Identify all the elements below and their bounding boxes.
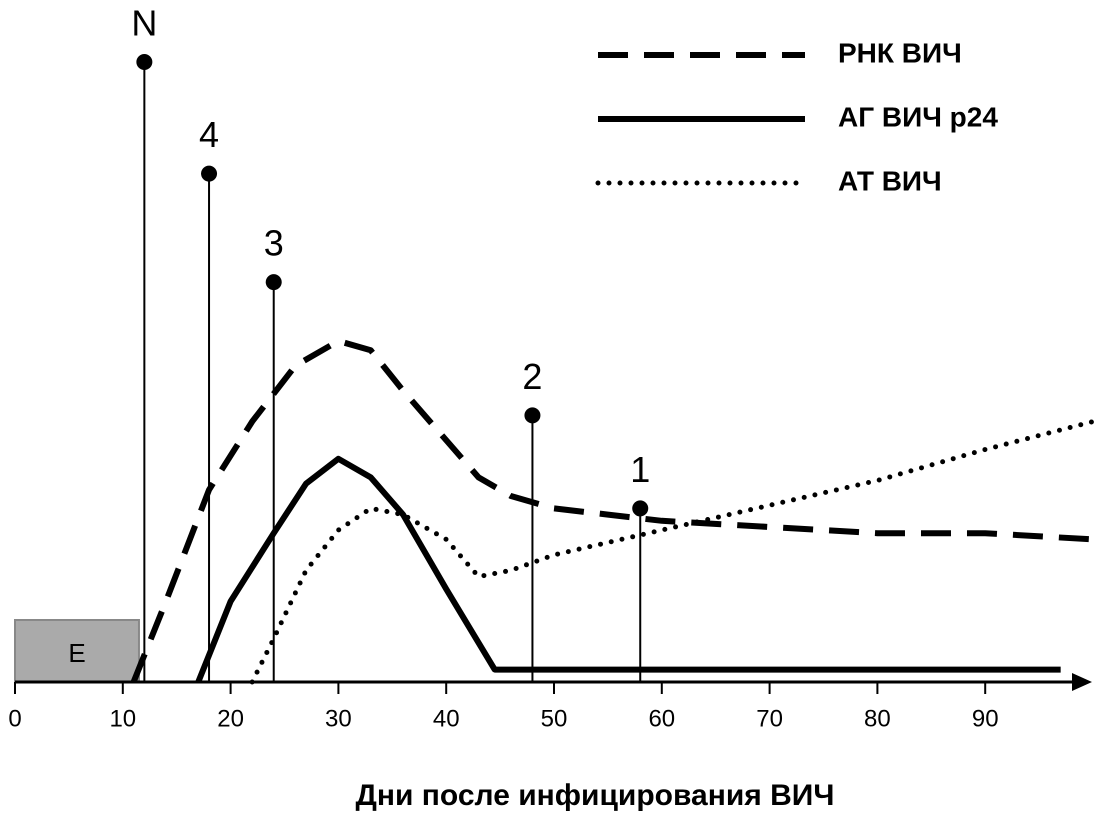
legend-label: АГ ВИЧ p24 (838, 101, 998, 132)
series-line (195, 455, 1061, 684)
marker-label: 3 (264, 223, 284, 264)
marker-dot (136, 54, 153, 70)
marker-dot (524, 407, 541, 424)
x-tick-label: 70 (756, 705, 783, 732)
marker-dot (632, 500, 649, 517)
x-tick-label: 0 (8, 705, 21, 732)
marker-label: 4 (199, 114, 219, 155)
marker-dot (201, 165, 218, 182)
eclipse-box (14, 619, 140, 683)
marker-label: 1 (630, 449, 650, 490)
legend-label: АТ ВИЧ (838, 165, 942, 196)
x-tick-label: 80 (864, 705, 891, 732)
legend-label: РНК ВИЧ (838, 37, 962, 68)
x-axis-label: Дни после инфицирования ВИЧ (356, 779, 835, 812)
eclipse-label: E (68, 638, 85, 668)
x-tick-label: 40 (433, 705, 460, 732)
x-tick-label: 20 (217, 705, 244, 732)
x-axis-arrow (1072, 673, 1092, 691)
series-line (130, 338, 1094, 684)
x-tick-label: 60 (648, 705, 675, 732)
marker-label: N (131, 3, 157, 44)
marker-dot (265, 274, 282, 291)
x-tick-label: 90 (972, 705, 999, 732)
x-tick-label: 50 (541, 705, 568, 732)
marker-label: 2 (522, 356, 542, 397)
x-tick-label: 10 (109, 705, 136, 732)
series-line (249, 419, 1096, 685)
x-tick-label: 30 (325, 705, 352, 732)
